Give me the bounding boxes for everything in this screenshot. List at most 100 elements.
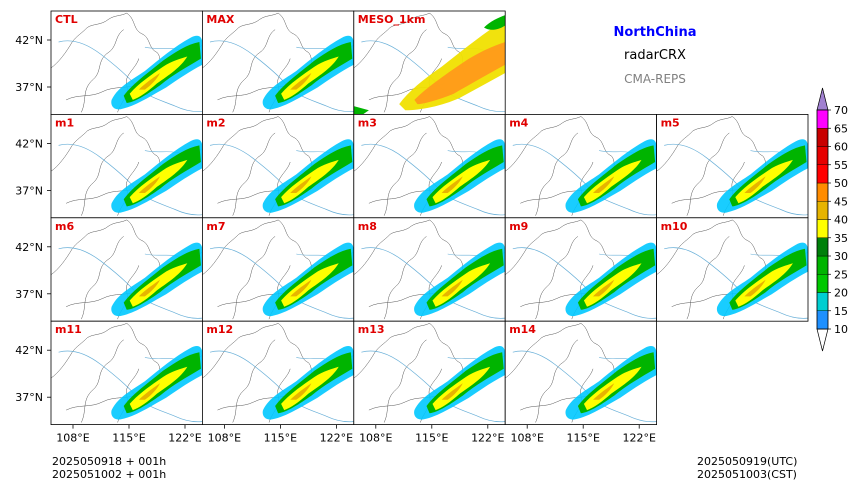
panel-frame: [504, 320, 658, 426]
echo-core: [138, 176, 160, 193]
map-panel: m13: [353, 320, 506, 426]
echo-core: [290, 73, 312, 90]
lon-tick-label: 122°E: [320, 432, 353, 445]
colorbar-bin: [816, 219, 829, 238]
map-panel: m14: [504, 320, 658, 426]
province-border: [51, 323, 127, 379]
province-border: [232, 339, 276, 423]
colorbar-tick-label: 35: [834, 232, 848, 245]
province-border: [656, 219, 733, 275]
map-panel: CTL: [50, 10, 203, 115]
lat-tick-label: 37°N: [15, 81, 43, 94]
province-border: [656, 116, 733, 172]
province-border: [505, 116, 582, 172]
echo-core: [414, 42, 506, 105]
map-panel: m6: [50, 217, 203, 322]
panel-label: m13: [358, 323, 385, 336]
lon-tick-label: 108°E: [510, 432, 543, 445]
lon-tick-label: 115°E: [264, 432, 297, 445]
map-panel: m5: [656, 114, 809, 219]
panel-label: m11: [55, 323, 82, 336]
colorbar-tick-label: 20: [834, 287, 848, 300]
echo-core: [138, 279, 160, 297]
colorbar-extend-high: [816, 87, 829, 111]
echo-core: [744, 176, 766, 193]
panel-label: m4: [509, 116, 528, 129]
province-border: [353, 116, 430, 172]
province-border: [202, 323, 279, 379]
colorbar: 10 15 20 25 30 35 40 45 50 55 60 65 70: [816, 87, 848, 352]
colorbar-tick-label: 10: [834, 323, 848, 336]
province-border: [686, 236, 730, 320]
province-border: [353, 12, 430, 69]
lon-tick-label: 122°E: [168, 432, 201, 445]
province-border: [535, 132, 579, 216]
lat-tick-label: 37°N: [15, 184, 43, 197]
province-border: [383, 236, 427, 320]
echo-core: [441, 383, 463, 400]
init-time-cst: 2025051002 + 001h: [52, 468, 167, 481]
colorbar-tick-label: 15: [834, 305, 848, 318]
map-panel: m10: [656, 217, 809, 322]
province-border: [232, 236, 276, 320]
echo-core: [593, 383, 615, 400]
echo-core: [138, 383, 160, 400]
lon-tick-label: 115°E: [566, 432, 599, 445]
colorbar-bin: [816, 109, 829, 129]
lon-tick-label: 115°E: [112, 432, 145, 445]
map-panel: MESO_1km: [353, 10, 506, 115]
map-panel: m1: [50, 114, 203, 219]
map-panel: m11: [50, 320, 203, 426]
panel-label: m5: [661, 116, 680, 129]
colorbar-bin: [816, 146, 829, 165]
lat-tick-label: 42°N: [15, 137, 43, 150]
colorbar-bin: [816, 292, 829, 311]
colorbar-extend-low: [816, 328, 829, 352]
echo-core: [593, 279, 615, 297]
map-panel: m2: [201, 114, 355, 219]
panel-label: m14: [509, 323, 536, 336]
colorbar-tick-label: 55: [834, 159, 848, 172]
province-border: [51, 116, 127, 172]
colorbar-bin: [816, 182, 829, 202]
province-border: [353, 219, 430, 275]
province-border: [505, 323, 582, 379]
echo-core: [290, 383, 312, 400]
panel-label: m8: [358, 220, 377, 233]
province-border: [202, 12, 279, 69]
lat-tick-label: 42°N: [15, 241, 43, 254]
panel-label: m1: [55, 116, 74, 129]
province-border: [81, 29, 124, 113]
lon-tick-label: 122°E: [471, 432, 504, 445]
echo-core: [744, 279, 766, 297]
colorbar-tick-label: 65: [834, 122, 848, 135]
province-border: [383, 132, 427, 216]
map-panel: m9: [504, 217, 658, 322]
map-panel: m7: [201, 217, 355, 322]
echo-core: [290, 176, 312, 193]
panel-label: m9: [509, 220, 528, 233]
lon-tick-label: 115°E: [415, 432, 448, 445]
map-panel: m4: [504, 114, 658, 219]
lon-tick-label: 108°E: [359, 432, 392, 445]
province-border: [686, 132, 730, 216]
valid-time-cst: 2025051003(CST): [697, 468, 797, 481]
map-panel: m8: [353, 217, 506, 322]
echo-fringe: [353, 106, 369, 115]
province-border: [81, 339, 124, 423]
province-border: [81, 132, 124, 216]
colorbar-bin: [816, 255, 829, 275]
echo-core: [138, 73, 160, 90]
province-border: [81, 236, 124, 320]
province-border: [232, 29, 276, 113]
init-time-utc: 2025050918 + 001h: [52, 455, 167, 468]
province-border: [383, 339, 427, 423]
panel-label: MESO_1km: [358, 13, 426, 26]
colorbar-bin: [816, 274, 829, 293]
panel-label: MAX: [206, 13, 234, 26]
lat-tick-label: 42°N: [15, 34, 43, 47]
lon-tick-label: 122°E: [622, 432, 655, 445]
map-panel: m12: [201, 320, 355, 426]
colorbar-tick-label: 30: [834, 250, 848, 263]
